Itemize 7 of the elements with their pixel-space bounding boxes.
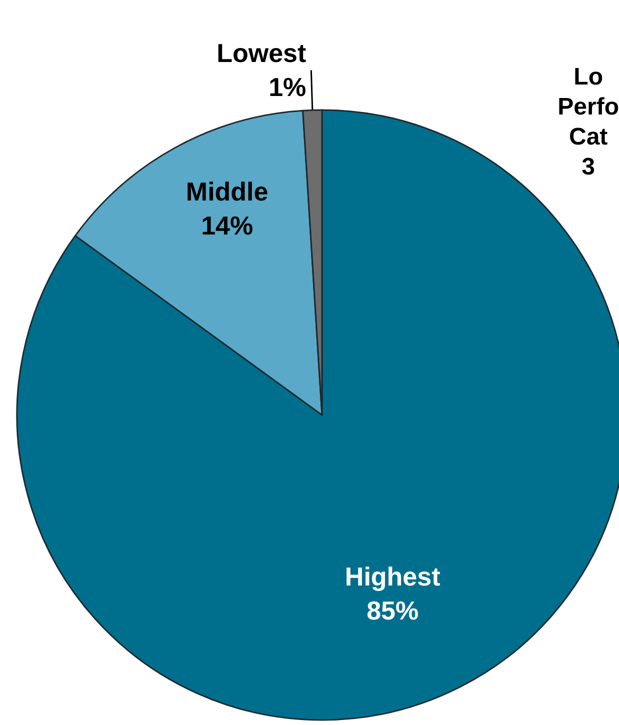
slice-label: Middle [186,176,268,207]
data-label: 1% [268,72,306,102]
text: Lo Perfo Cat 3 [558,64,619,180]
data-label: 14% [201,210,254,241]
slice-label: Lowest [216,38,306,68]
data-label: 85% [366,596,419,626]
slice-label: Highest [344,562,441,592]
